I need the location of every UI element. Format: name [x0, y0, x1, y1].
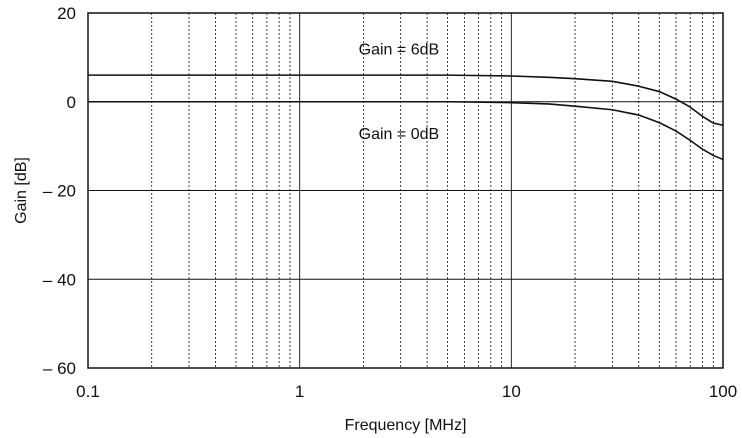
annotations: Gain = 6dB Gain = 0dB: [359, 42, 440, 143]
y-tick-label: – 20: [43, 182, 76, 201]
series-layer: [88, 74, 724, 161]
y-tick-label: – 40: [43, 270, 76, 289]
series-line-2: [88, 100, 724, 161]
x-axis-title: Frequency [MHz]: [345, 417, 467, 434]
x-tick-label: 0.1: [76, 382, 100, 401]
series-line-1: [88, 74, 724, 127]
y-axis-title: Gain [dB]: [13, 157, 30, 224]
x-tick-label: 100: [709, 382, 737, 401]
y-tick-label: – 60: [43, 359, 76, 378]
y-tick-label: 20: [57, 4, 76, 23]
x-tick-label: 1: [295, 382, 304, 401]
x-tick-label: 10: [502, 382, 521, 401]
gain-annotation: Gain = 0dB: [359, 126, 440, 143]
major-gridlines: [87, 12, 724, 369]
tick-labels: 0.1 1 10 100 20 0 – 20 – 40 – 60: [43, 4, 737, 401]
y-tick-label: 0: [67, 93, 76, 112]
plot-frame: [87, 12, 724, 369]
gain-annotation: Gain = 6dB: [359, 42, 440, 59]
